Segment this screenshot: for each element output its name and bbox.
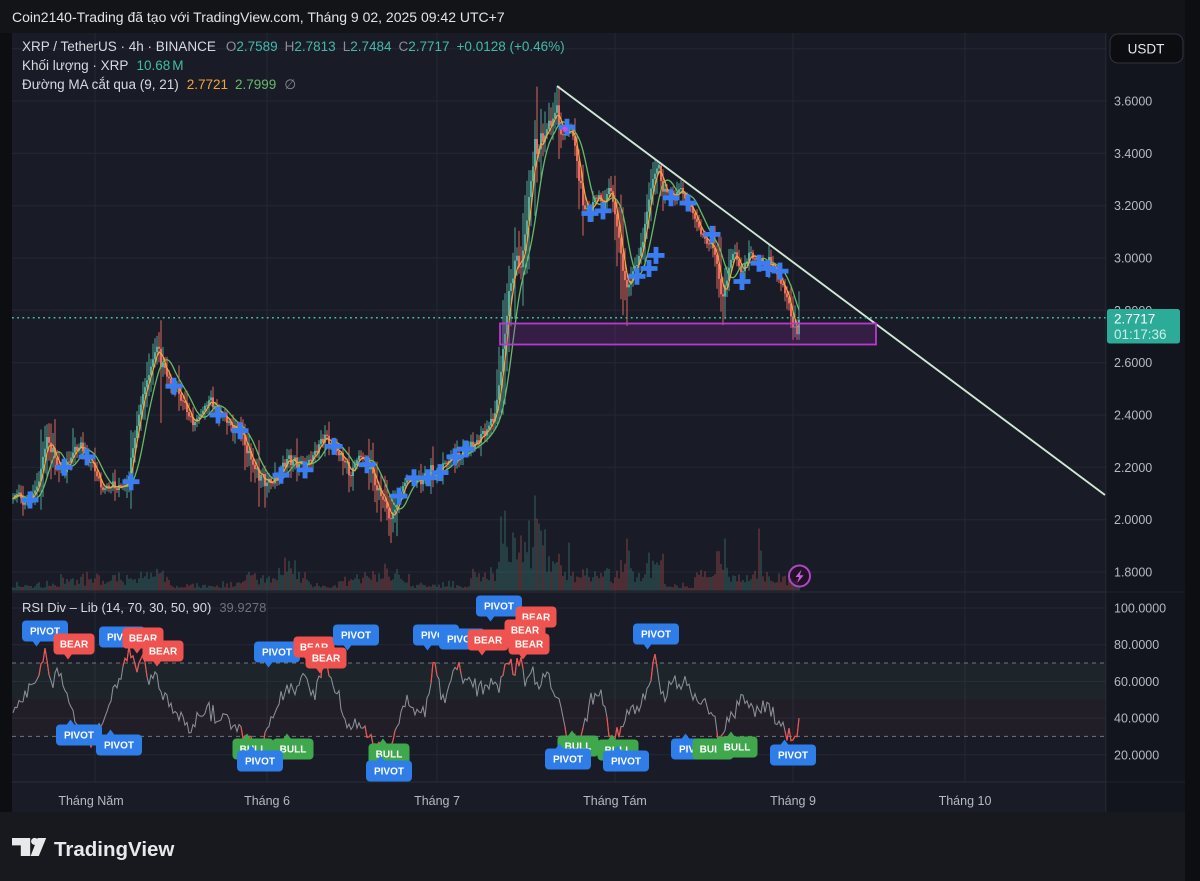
svg-text:BEAR: BEAR [129, 634, 158, 645]
svg-text:2.0000: 2.0000 [1114, 513, 1152, 527]
svg-text:Tháng 7: Tháng 7 [414, 794, 460, 808]
svg-text:RSI Div – Lib (14, 70, 30, 50,: RSI Div – Lib (14, 70, 30, 50, 90) 39.927… [22, 600, 266, 615]
svg-text:Coin2140-Trading đã tạo với Tr: Coin2140-Trading đã tạo với TradingView.… [12, 9, 505, 25]
svg-text:BULL: BULL [565, 742, 592, 753]
svg-text:BEAR: BEAR [60, 640, 89, 651]
svg-text:BULL: BULL [724, 743, 751, 754]
svg-text:Tháng 9: Tháng 9 [770, 794, 816, 808]
svg-text:2.7717: 2.7717 [1114, 312, 1155, 327]
svg-text:Tháng 6: Tháng 6 [244, 794, 290, 808]
svg-text:TradingView: TradingView [54, 838, 174, 861]
svg-text:PIVOT: PIVOT [484, 602, 514, 613]
svg-text:BULL: BULL [700, 745, 727, 756]
svg-text:2.2000: 2.2000 [1114, 461, 1152, 475]
svg-text:PIVOT: PIVOT [611, 757, 641, 768]
svg-text:BEAR: BEAR [474, 636, 503, 647]
svg-text:BEAR: BEAR [149, 647, 178, 658]
svg-text:PIVOT: PIVOT [104, 741, 134, 752]
svg-text:2.4000: 2.4000 [1114, 409, 1152, 423]
svg-text:PIVOT: PIVOT [245, 757, 275, 768]
svg-text:BULL: BULL [280, 745, 307, 756]
svg-text:Tháng Tám: Tháng Tám [583, 794, 647, 808]
svg-text:PIVOT: PIVOT [64, 731, 94, 742]
svg-text:3.6000: 3.6000 [1114, 95, 1152, 109]
svg-text:60.0000: 60.0000 [1114, 675, 1159, 689]
svg-text:3.0000: 3.0000 [1114, 252, 1152, 266]
svg-text:1.8000: 1.8000 [1114, 566, 1152, 580]
svg-text:PIVOT: PIVOT [447, 635, 477, 646]
svg-text:Đường MA cắt qua (9, 21)2.7721: Đường MA cắt qua (9, 21) 2.7721 2.7999 ∅ [22, 77, 296, 92]
svg-text:PIVOT: PIVOT [374, 767, 404, 778]
svg-text:PIVOT: PIVOT [778, 751, 808, 762]
svg-text:80.0000: 80.0000 [1114, 638, 1159, 652]
svg-text:BEAR: BEAR [522, 613, 551, 624]
svg-text:Tháng Năm: Tháng Năm [58, 794, 123, 808]
svg-text:USDT: USDT [1128, 42, 1165, 57]
svg-text:20.0000: 20.0000 [1114, 748, 1159, 762]
svg-text:PIVOT: PIVOT [341, 631, 371, 642]
svg-text:40.0000: 40.0000 [1114, 712, 1159, 726]
svg-text:BEAR: BEAR [511, 626, 540, 637]
svg-text:2.6000: 2.6000 [1114, 356, 1152, 370]
svg-text:BEAR: BEAR [312, 654, 341, 665]
svg-text:PIVOT: PIVOT [30, 627, 60, 638]
svg-text:Tháng 10: Tháng 10 [939, 794, 992, 808]
svg-text:PIVOT: PIVOT [107, 633, 137, 644]
svg-text:100.0000: 100.0000 [1114, 602, 1166, 616]
svg-text:01:17:36: 01:17:36 [1114, 327, 1167, 342]
svg-text:3.2000: 3.2000 [1114, 199, 1152, 213]
svg-text:BEAR: BEAR [515, 640, 544, 651]
svg-text:BULL: BULL [376, 750, 403, 761]
svg-text:PIVOT: PIVOT [553, 755, 583, 766]
svg-text:PIVOT: PIVOT [641, 630, 671, 641]
svg-text:PIVOT: PIVOT [262, 648, 292, 659]
svg-text:3.4000: 3.4000 [1114, 147, 1152, 161]
svg-text:PIVOT: PIVOT [421, 631, 451, 642]
